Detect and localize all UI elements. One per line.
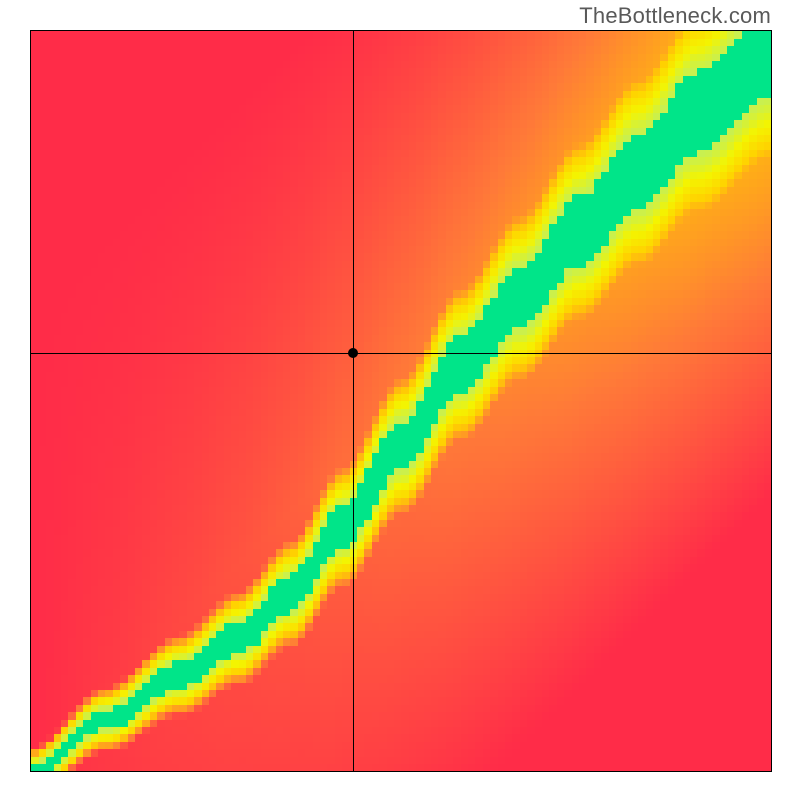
crosshair-vertical [353,31,354,771]
evaluation-point-marker [348,348,358,358]
plot-border-right [771,30,772,772]
plot-border-bottom [31,771,771,772]
plot-border-left [30,30,31,772]
chart-container: TheBottleneck.com [0,0,800,800]
watermark-text: TheBottleneck.com [579,3,771,29]
crosshair-horizontal [31,353,771,354]
plot-border-top [31,30,771,31]
heatmap-canvas [31,31,771,771]
